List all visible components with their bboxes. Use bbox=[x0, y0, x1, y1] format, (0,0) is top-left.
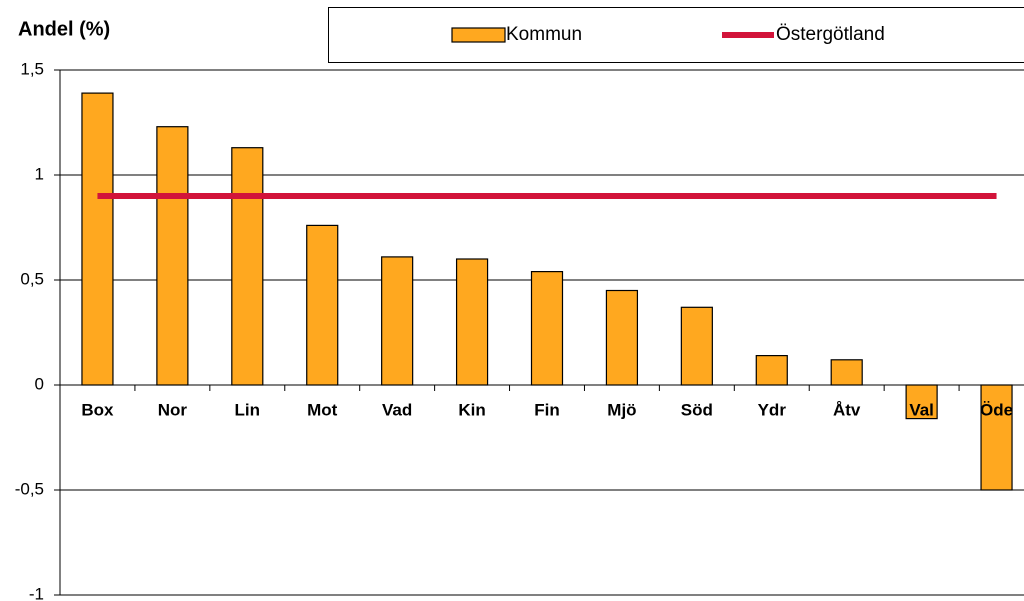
bar bbox=[905, 384, 938, 420]
x-tick-label: Val bbox=[909, 400, 934, 419]
bar bbox=[530, 271, 564, 386]
bar bbox=[455, 258, 489, 386]
bar bbox=[980, 384, 1013, 491]
y-axis-label: Andel (%) bbox=[18, 18, 110, 40]
y-tick-label: 0,5 bbox=[20, 269, 44, 288]
bar bbox=[306, 224, 339, 386]
legend-label: Kommun bbox=[506, 24, 582, 45]
bar bbox=[156, 126, 189, 386]
bar bbox=[81, 92, 114, 386]
x-tick-label: Kin bbox=[458, 400, 485, 419]
legend-swatch bbox=[451, 27, 506, 43]
y-tick-label: -0,5 bbox=[15, 479, 44, 498]
x-tick-label: Box bbox=[81, 400, 114, 419]
bar bbox=[381, 256, 414, 386]
y-tick-label: -1 bbox=[29, 584, 44, 601]
x-tick-label: Öde bbox=[980, 400, 1013, 419]
bar bbox=[231, 147, 264, 386]
bar bbox=[680, 306, 713, 386]
bar bbox=[830, 359, 863, 386]
bar bbox=[605, 289, 639, 386]
x-tick-label: Åtv bbox=[833, 400, 861, 419]
x-tick-label: Mjö bbox=[607, 400, 636, 419]
legend bbox=[328, 7, 1024, 63]
x-tick-label: Ydr bbox=[758, 400, 787, 419]
x-tick-label: Mot bbox=[307, 400, 338, 419]
x-tick-label: Lin bbox=[235, 400, 261, 419]
y-tick-label: 0 bbox=[35, 374, 44, 393]
bar bbox=[755, 355, 788, 386]
x-tick-label: Söd bbox=[681, 400, 713, 419]
y-tick-label: 1,5 bbox=[20, 59, 44, 78]
y-tick-label: 1 bbox=[35, 164, 44, 183]
legend-label: Östergötland bbox=[776, 24, 885, 45]
x-tick-label: Nor bbox=[158, 400, 188, 419]
x-tick-label: Vad bbox=[382, 400, 412, 419]
x-tick-label: Fin bbox=[534, 400, 560, 419]
